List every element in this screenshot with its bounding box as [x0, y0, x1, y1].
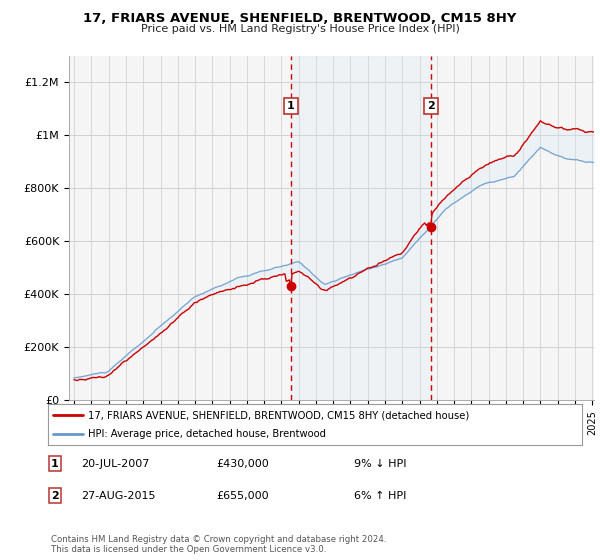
Text: Price paid vs. HM Land Registry's House Price Index (HPI): Price paid vs. HM Land Registry's House … [140, 24, 460, 34]
Text: Contains HM Land Registry data © Crown copyright and database right 2024.
This d: Contains HM Land Registry data © Crown c… [51, 535, 386, 554]
Text: 27-AUG-2015: 27-AUG-2015 [81, 491, 155, 501]
Text: 2: 2 [427, 101, 434, 111]
Bar [291, 56, 431, 400]
Text: 6% ↑ HPI: 6% ↑ HPI [354, 491, 406, 501]
Text: £655,000: £655,000 [216, 491, 269, 501]
Text: £430,000: £430,000 [216, 459, 269, 469]
Text: 17, FRIARS AVENUE, SHENFIELD, BRENTWOOD, CM15 8HY (detached house): 17, FRIARS AVENUE, SHENFIELD, BRENTWOOD,… [88, 410, 469, 421]
Text: 9% ↓ HPI: 9% ↓ HPI [354, 459, 407, 469]
Text: 20-JUL-2007: 20-JUL-2007 [81, 459, 149, 469]
Text: HPI: Average price, detached house, Brentwood: HPI: Average price, detached house, Bren… [88, 429, 326, 439]
Text: 1: 1 [287, 101, 295, 111]
Text: 2: 2 [51, 491, 59, 501]
Text: 17, FRIARS AVENUE, SHENFIELD, BRENTWOOD, CM15 8HY: 17, FRIARS AVENUE, SHENFIELD, BRENTWOOD,… [83, 12, 517, 25]
Text: 1: 1 [51, 459, 59, 469]
